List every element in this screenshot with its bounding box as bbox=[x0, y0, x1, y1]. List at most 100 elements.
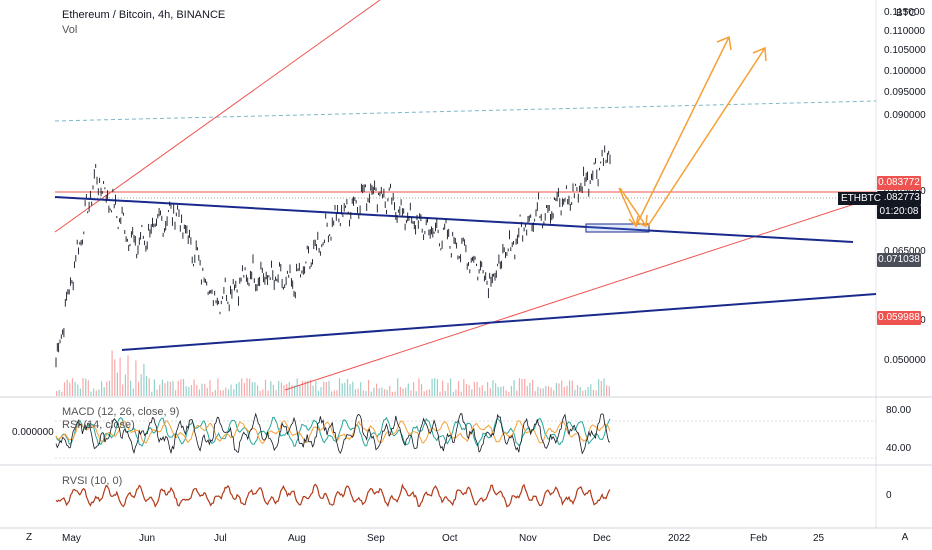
volume-bar bbox=[473, 382, 475, 396]
volume-bar bbox=[592, 390, 594, 396]
volume-bar bbox=[71, 378, 74, 396]
volume-bar bbox=[66, 379, 68, 396]
steep-red-trendline[interactable] bbox=[54, 0, 381, 233]
volume-bar bbox=[526, 386, 528, 396]
volume-bar bbox=[201, 383, 203, 396]
volume-bar bbox=[270, 381, 272, 396]
volume-bar bbox=[257, 385, 259, 396]
volume-bar bbox=[161, 379, 163, 396]
volume-bar bbox=[368, 379, 370, 396]
volume-bar bbox=[135, 360, 137, 396]
volume-label: Vol bbox=[62, 24, 78, 36]
volume-bar bbox=[349, 384, 351, 396]
volume-bar bbox=[320, 387, 322, 396]
chart-title: Ethereum / Bitcoin, 4h, BINANCE bbox=[62, 9, 226, 21]
volume-bar bbox=[502, 386, 505, 396]
rising-red-trendline[interactable] bbox=[284, 196, 877, 391]
volume-bar bbox=[431, 378, 433, 396]
volume-bar bbox=[598, 379, 600, 396]
volume-bar bbox=[317, 390, 319, 396]
auto-scale-button[interactable]: A bbox=[901, 532, 909, 543]
volume-bar bbox=[574, 389, 576, 396]
volume-bar bbox=[209, 380, 211, 396]
time-tick-label: Dec bbox=[593, 533, 611, 544]
volume-bar bbox=[603, 378, 605, 396]
volume-bar bbox=[547, 386, 550, 396]
zoom-reset-button[interactable]: Z bbox=[25, 532, 33, 543]
volume-bar bbox=[193, 379, 195, 396]
volume-bar bbox=[357, 388, 359, 396]
volume-bar bbox=[545, 386, 547, 396]
volume-bar bbox=[508, 391, 510, 396]
volume-bar bbox=[510, 386, 512, 396]
volume-bar bbox=[169, 381, 171, 396]
price-tick-label: 0.095000 bbox=[884, 87, 926, 99]
volume-bar bbox=[333, 390, 335, 396]
last-price-badge: 0.082773 bbox=[877, 191, 921, 205]
upper-triangle-line[interactable] bbox=[54, 196, 854, 243]
volume-bar bbox=[344, 382, 346, 396]
volume-bar bbox=[468, 385, 470, 396]
volume-bar bbox=[116, 372, 118, 396]
price-tick-label: 0.050000 bbox=[884, 355, 926, 367]
teal-dashed-trendline[interactable] bbox=[54, 100, 877, 122]
volume-bar bbox=[532, 379, 534, 396]
volume-bar bbox=[212, 391, 214, 396]
volume-bar bbox=[301, 380, 304, 396]
projection-arrows[interactable] bbox=[618, 35, 767, 228]
volume-bar bbox=[77, 384, 79, 396]
time-tick-label: Nov bbox=[519, 533, 537, 544]
volume-bar bbox=[233, 389, 235, 396]
volume-bar bbox=[106, 381, 108, 396]
volume-bar bbox=[460, 391, 462, 396]
price-tick-label: 0.090000 bbox=[884, 109, 926, 121]
volume-bar bbox=[389, 385, 391, 396]
volume-bar bbox=[69, 382, 71, 396]
volume-bar bbox=[391, 391, 393, 396]
volume-bar bbox=[439, 391, 441, 396]
volume-bar bbox=[495, 383, 497, 396]
volume-bar bbox=[127, 355, 129, 396]
volume-bar bbox=[452, 392, 454, 396]
volume-bar bbox=[582, 390, 584, 396]
volume-bar bbox=[246, 378, 248, 396]
volume-bar bbox=[587, 387, 589, 396]
volume-bar bbox=[376, 383, 378, 396]
volume-bar bbox=[558, 383, 560, 396]
volume-bar bbox=[175, 390, 177, 396]
retest-zone-box[interactable] bbox=[585, 223, 650, 233]
rvsi-series bbox=[55, 483, 611, 508]
price-tick-label: 0.100000 bbox=[884, 65, 926, 77]
lower-triangle-line[interactable] bbox=[121, 293, 877, 351]
price-tick-label: 0.115000 bbox=[884, 7, 925, 19]
volume-bar bbox=[576, 385, 579, 396]
mid-price-badge: 0.071038 bbox=[877, 253, 921, 267]
volume-bar bbox=[563, 387, 565, 396]
volume-bar bbox=[299, 385, 301, 396]
volume-bar bbox=[410, 390, 412, 396]
volume-bar bbox=[98, 389, 100, 396]
volume-bar bbox=[278, 381, 280, 396]
volume-bar bbox=[272, 385, 274, 396]
volume-bar bbox=[259, 390, 261, 396]
volume-bar bbox=[90, 391, 92, 396]
volume-bar bbox=[354, 389, 356, 396]
target-arrow-1 bbox=[635, 36, 730, 227]
time-tick-label: Jul bbox=[214, 533, 227, 544]
rsi-label: RSI (14, close) bbox=[62, 419, 135, 431]
volume-bar bbox=[561, 380, 563, 396]
volume-bar bbox=[484, 391, 486, 396]
volume-bar bbox=[243, 382, 245, 396]
volume-bar bbox=[95, 390, 97, 396]
volume-bar bbox=[309, 379, 312, 396]
volume-bar bbox=[442, 380, 444, 396]
volume-bar bbox=[222, 390, 224, 396]
pullback-arrow-2 bbox=[619, 187, 647, 227]
volume-bar bbox=[323, 381, 325, 396]
volume-bar bbox=[108, 380, 111, 396]
volume-bar bbox=[288, 382, 290, 396]
volume-bar bbox=[214, 390, 216, 396]
volume-bar bbox=[455, 389, 457, 396]
volume-bar bbox=[185, 386, 187, 396]
